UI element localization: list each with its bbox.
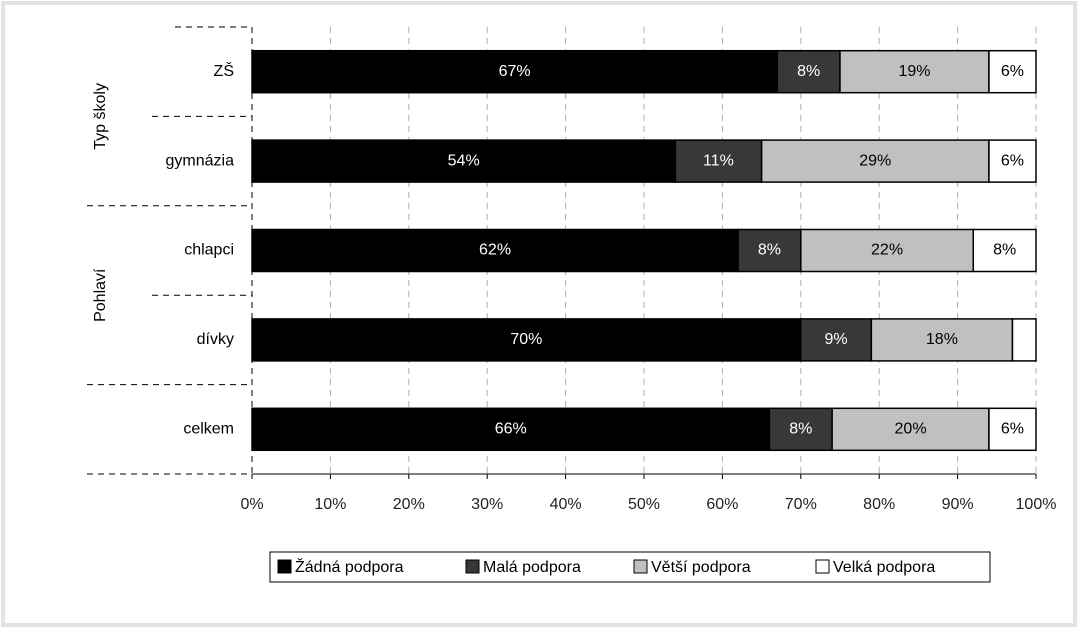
x-tick-label: 80%: [863, 496, 895, 513]
value-label: 66%: [495, 421, 527, 438]
value-label: 22%: [871, 242, 903, 259]
value-label: 8%: [758, 242, 781, 259]
value-label: 62%: [479, 242, 511, 259]
bar-segment: [988, 49, 1037, 94]
value-label: 9%: [825, 331, 848, 348]
x-tick-label: 0%: [240, 496, 263, 513]
legend-label: Velká podpora: [833, 559, 935, 576]
value-label: 18%: [926, 331, 958, 348]
legend-label: Větší podpora: [651, 559, 751, 576]
value-label: 67%: [499, 63, 531, 80]
value-label: 29%: [859, 152, 891, 169]
bar-segment: [251, 228, 739, 273]
x-tick-label: 100%: [1016, 496, 1057, 513]
legend-label: Malá podpora: [483, 559, 581, 576]
bar-segment: [870, 318, 1014, 362]
value-label: 70%: [510, 331, 542, 348]
legend-swatch: [815, 559, 830, 574]
bar-segment: [972, 228, 1037, 273]
value-label: 8%: [797, 63, 820, 80]
bar-segment: [800, 318, 873, 362]
y-tick-label: gymnázia: [166, 152, 235, 169]
y-tick-label: ZŠ: [214, 61, 234, 80]
legend-swatch: [277, 559, 292, 574]
legend-swatch: [465, 559, 480, 574]
value-label: 8%: [789, 421, 812, 438]
x-tick-label: 40%: [550, 496, 582, 513]
x-tick-label: 10%: [314, 496, 346, 513]
value-label: 6%: [1001, 421, 1024, 438]
bar-segment: [800, 228, 975, 273]
bar-segment: [760, 139, 990, 183]
x-tick-label: 30%: [471, 496, 503, 513]
bar-segment: [251, 318, 802, 362]
bar-segment: [251, 49, 779, 94]
legend-label: Žádná podpora: [295, 557, 404, 576]
legend-swatch: [633, 559, 648, 574]
value-label: 54%: [448, 152, 480, 169]
value-label: 19%: [898, 63, 930, 80]
bar-segment: [1011, 318, 1037, 362]
x-tick-label: 60%: [706, 496, 738, 513]
group-label: Pohlaví: [92, 268, 109, 322]
legend-box: [269, 551, 991, 583]
bar-segment: [251, 407, 771, 452]
x-tick-label: 50%: [628, 496, 660, 513]
x-tick-label: 20%: [393, 496, 425, 513]
value-label: 8%: [993, 242, 1016, 259]
y-tick-label: dívky: [197, 331, 234, 348]
bar-segment: [839, 49, 990, 94]
value-label: 6%: [1001, 152, 1024, 169]
value-label: 11%: [703, 152, 734, 169]
y-tick-label: celkem: [183, 421, 234, 438]
x-tick-label: 90%: [942, 496, 974, 513]
value-label: 20%: [895, 421, 927, 438]
bar-segment: [251, 139, 677, 183]
x-tick-label: 70%: [785, 496, 817, 513]
group-label: Typ školy: [92, 83, 109, 150]
y-tick-label: chlapci: [184, 242, 234, 259]
value-label: 6%: [1001, 63, 1024, 80]
bar-segment: [776, 49, 841, 94]
bar-segment: [988, 407, 1037, 452]
bar-segment: [831, 407, 990, 452]
bar-segment: [988, 139, 1037, 183]
